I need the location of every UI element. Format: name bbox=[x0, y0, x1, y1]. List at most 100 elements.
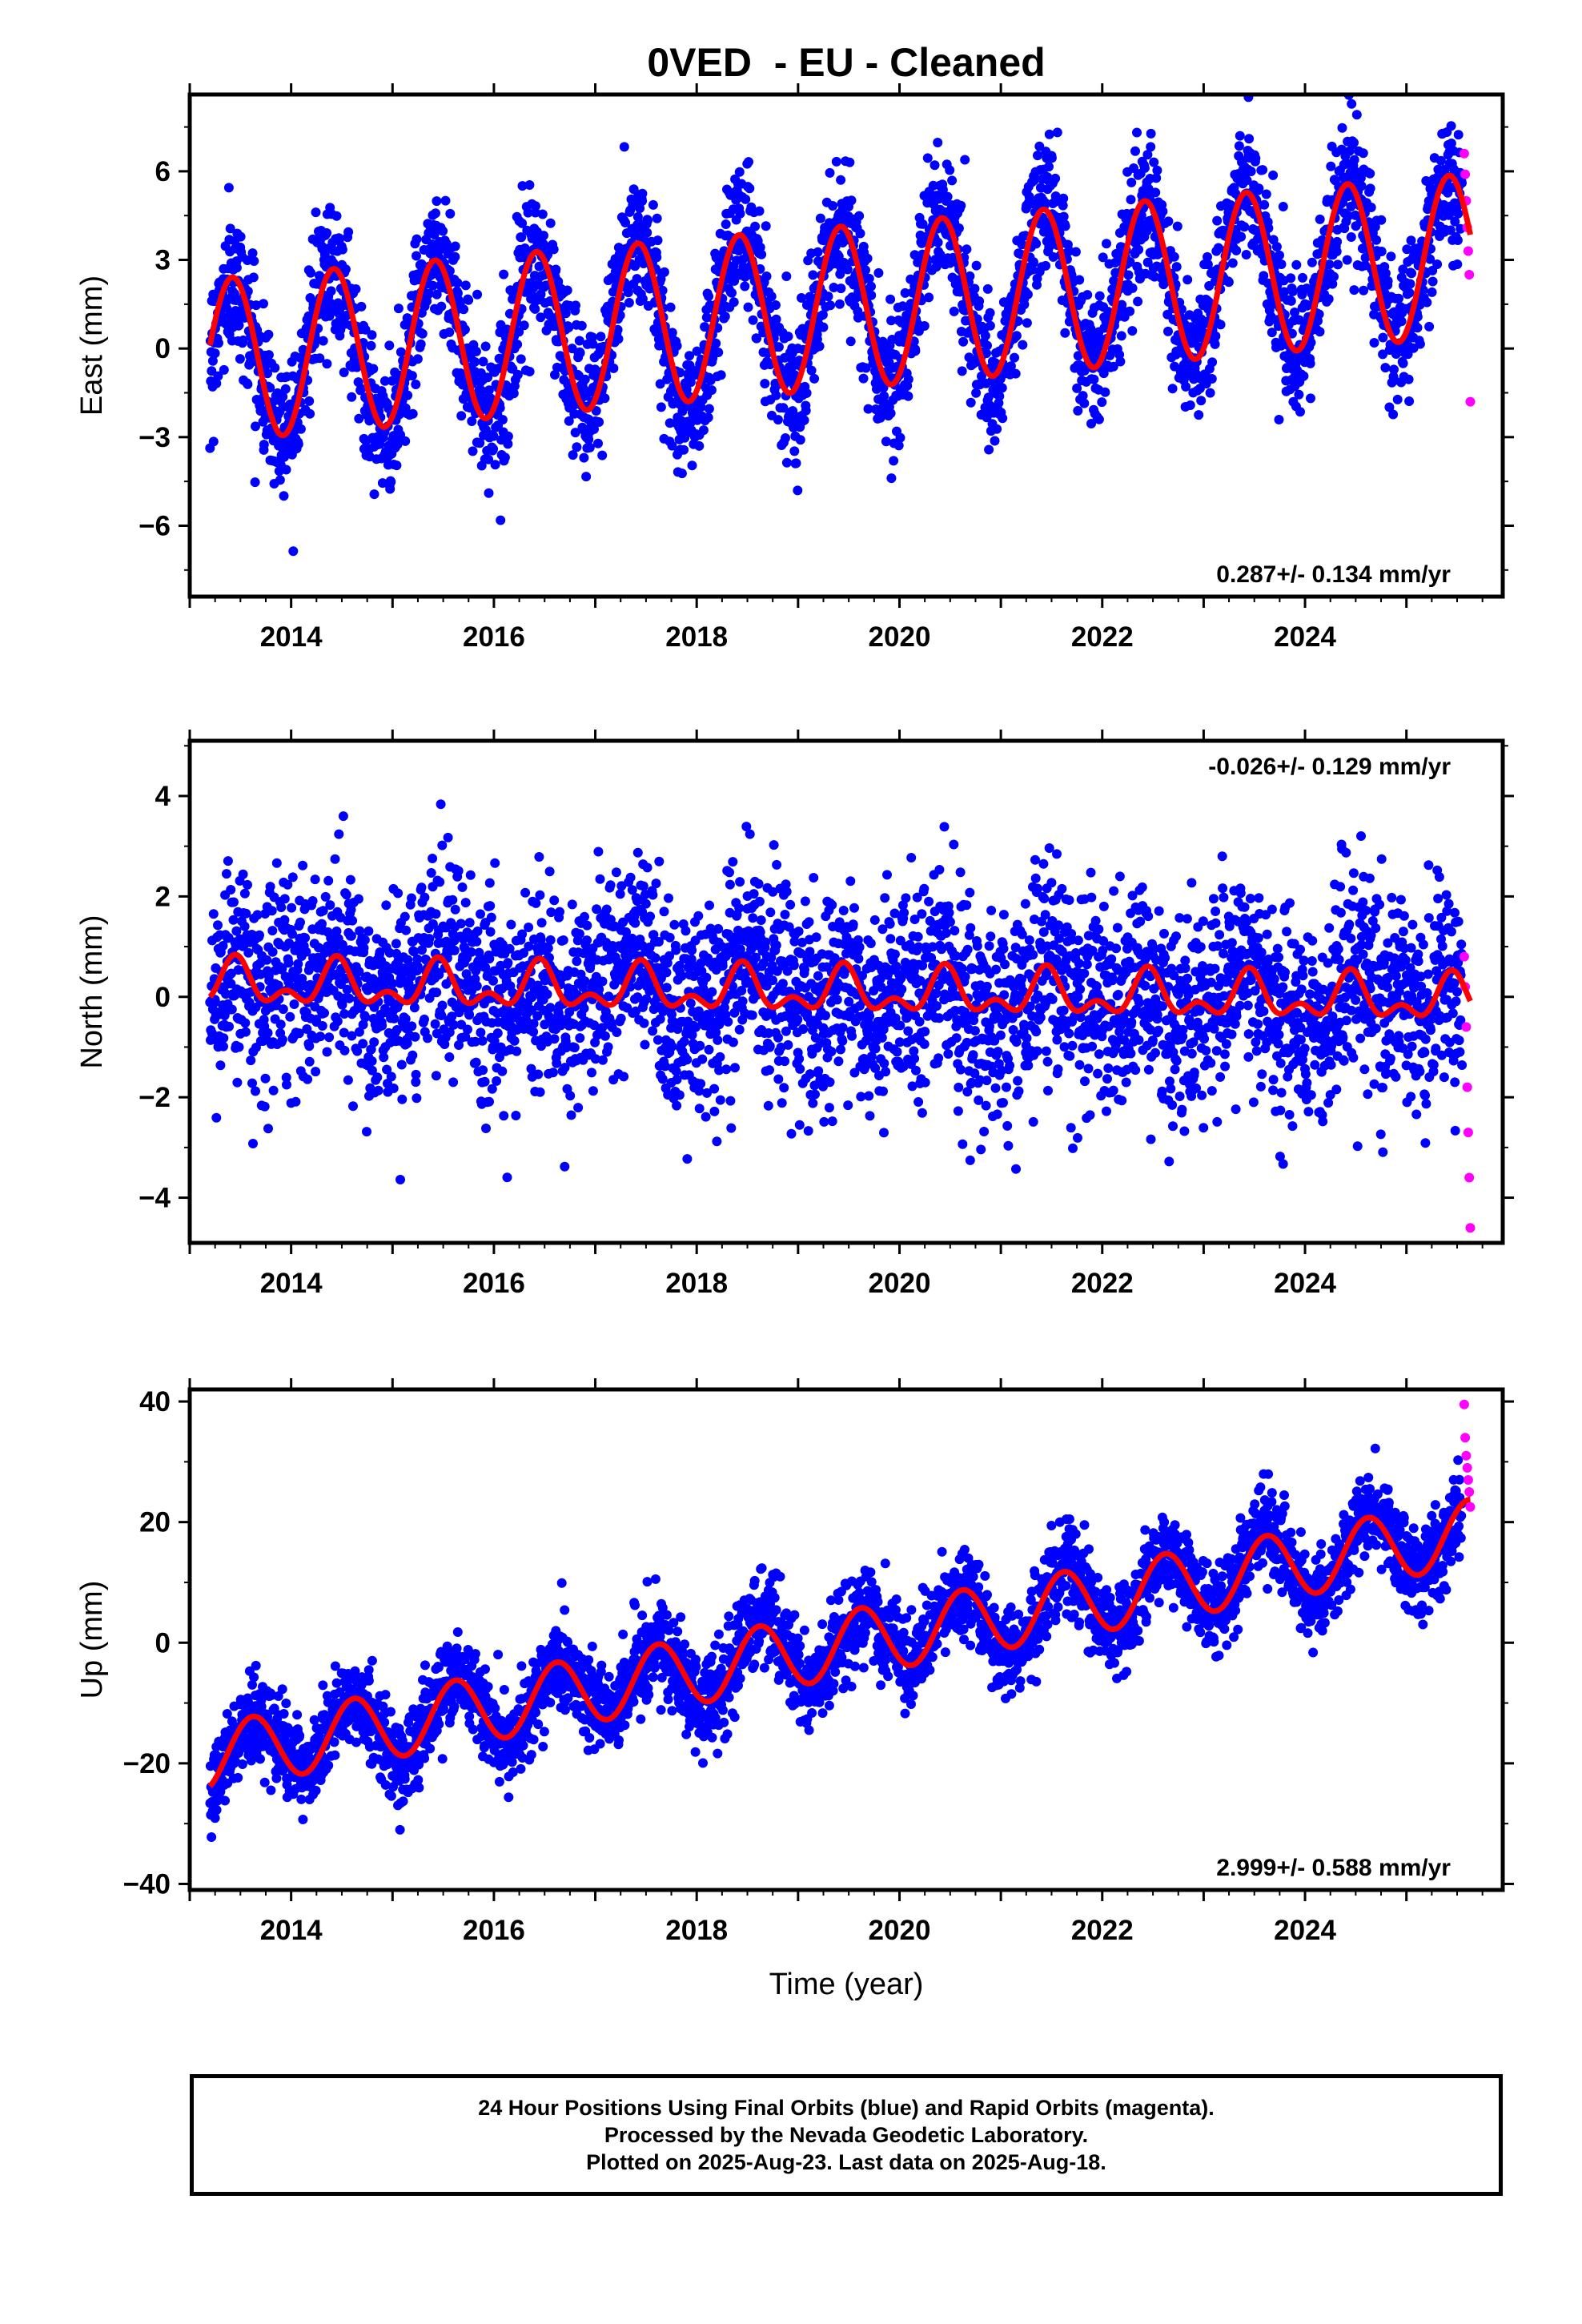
data-point bbox=[476, 1027, 486, 1038]
data-point bbox=[605, 880, 616, 891]
data-point bbox=[694, 440, 705, 451]
data-point bbox=[889, 456, 899, 466]
data-point bbox=[743, 302, 753, 312]
data-point bbox=[524, 367, 535, 376]
y-tick-label: 0 bbox=[155, 333, 171, 364]
data-point bbox=[994, 391, 1005, 401]
data-point bbox=[1291, 259, 1302, 270]
data-point bbox=[640, 1039, 650, 1050]
y-tick-label: −3 bbox=[139, 422, 171, 453]
data-point bbox=[519, 320, 529, 331]
data-point bbox=[480, 341, 491, 352]
data-point bbox=[574, 336, 584, 346]
data-point bbox=[866, 290, 877, 300]
data-point bbox=[484, 454, 494, 464]
data-point bbox=[243, 947, 254, 958]
data-point bbox=[814, 341, 825, 352]
data-point bbox=[885, 294, 896, 304]
data-point bbox=[1171, 262, 1182, 272]
data-point bbox=[704, 292, 714, 301]
data-point bbox=[543, 943, 553, 953]
data-point bbox=[1378, 332, 1388, 343]
data-point bbox=[1236, 231, 1247, 242]
data-point bbox=[511, 1111, 521, 1120]
data-point bbox=[456, 411, 467, 421]
data-point bbox=[601, 904, 612, 915]
data-point bbox=[570, 428, 580, 438]
data-point bbox=[450, 904, 460, 915]
data-point bbox=[238, 869, 248, 879]
data-point bbox=[503, 958, 513, 968]
data-point bbox=[1207, 357, 1218, 368]
data-point bbox=[438, 226, 448, 236]
data-point bbox=[1359, 285, 1369, 296]
data-point bbox=[219, 1041, 228, 1051]
data-point bbox=[287, 872, 298, 883]
data-point bbox=[251, 1086, 260, 1096]
data-point bbox=[1376, 215, 1387, 225]
data-point bbox=[428, 280, 438, 291]
data-point bbox=[823, 292, 833, 302]
data-point bbox=[1406, 235, 1416, 246]
data-point bbox=[377, 1020, 387, 1031]
data-point bbox=[985, 308, 995, 318]
data-point bbox=[450, 251, 460, 262]
rapid-point bbox=[1459, 148, 1469, 159]
data-point bbox=[773, 342, 784, 352]
x-tick-label: 2014 bbox=[260, 621, 323, 653]
data-point bbox=[524, 923, 534, 932]
data-point bbox=[331, 211, 342, 221]
data-point bbox=[703, 412, 713, 423]
data-point bbox=[248, 1139, 258, 1148]
data-point bbox=[831, 156, 841, 167]
data-point bbox=[384, 340, 395, 351]
data-point bbox=[842, 264, 853, 275]
data-point bbox=[341, 890, 351, 900]
data-point bbox=[291, 1096, 301, 1107]
data-point bbox=[571, 300, 580, 311]
data-point bbox=[834, 299, 845, 309]
data-point bbox=[208, 436, 219, 447]
data-point bbox=[536, 312, 546, 323]
data-point bbox=[612, 1027, 622, 1037]
data-point bbox=[298, 860, 308, 870]
rapid-point bbox=[1463, 246, 1473, 256]
data-point bbox=[1452, 259, 1463, 269]
data-point bbox=[431, 1071, 441, 1081]
data-point bbox=[263, 368, 272, 379]
data-point bbox=[635, 203, 645, 214]
data-point bbox=[464, 1010, 475, 1020]
data-point bbox=[1050, 173, 1061, 183]
data-point bbox=[259, 1101, 270, 1112]
data-point bbox=[809, 373, 820, 384]
data-point bbox=[754, 206, 765, 216]
data-point bbox=[974, 296, 985, 307]
data-point bbox=[1126, 195, 1136, 205]
data-point bbox=[706, 385, 717, 396]
data-point bbox=[219, 1033, 229, 1043]
data-point bbox=[1207, 374, 1217, 384]
data-point bbox=[584, 434, 594, 444]
data-point bbox=[287, 903, 297, 913]
data-point bbox=[575, 348, 585, 358]
data-point bbox=[1158, 206, 1168, 216]
data-point bbox=[465, 870, 476, 880]
rapid-point bbox=[1465, 396, 1476, 407]
data-point bbox=[1259, 199, 1270, 210]
data-point bbox=[1127, 326, 1138, 336]
data-point bbox=[672, 340, 682, 351]
data-point bbox=[966, 397, 976, 408]
data-point bbox=[698, 425, 709, 436]
data-point bbox=[416, 883, 427, 893]
data-point bbox=[1182, 275, 1193, 285]
data-point bbox=[1258, 165, 1268, 175]
data-point bbox=[488, 975, 498, 986]
data-point bbox=[600, 1031, 610, 1041]
data-point bbox=[492, 1076, 502, 1086]
data-point bbox=[1215, 320, 1226, 330]
data-point bbox=[1196, 396, 1207, 406]
data-point bbox=[208, 909, 219, 919]
data-point bbox=[1356, 181, 1367, 191]
